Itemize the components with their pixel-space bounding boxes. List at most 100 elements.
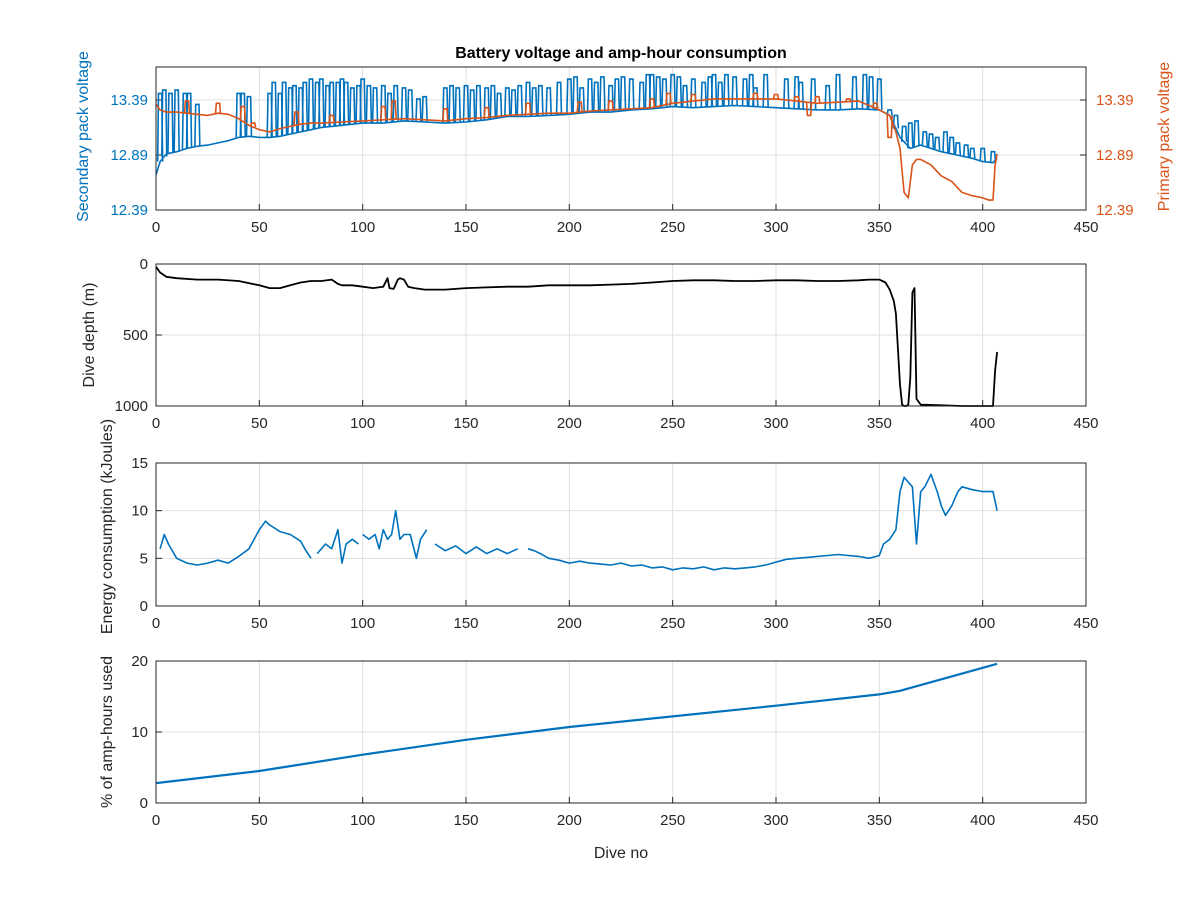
primary-voltage-spike [814,95,821,104]
primary-voltage-spike [239,105,247,122]
energy-consumption-line [434,543,519,555]
secondary-voltage-spike [504,87,511,117]
x-tick-label: 450 [1073,219,1098,236]
secondary-voltage-spike [495,92,503,118]
secondary-voltage-spike [301,81,309,132]
primary-voltage-spike [442,108,449,121]
right-y-tick-label: 12.89 [1096,147,1134,164]
primary-voltage-spike [772,93,780,100]
secondary-voltage-spike [613,78,621,112]
x-tick-label: 250 [660,615,685,632]
energy-consumption-line [362,509,428,560]
x-tick-label: 350 [867,812,892,829]
axes-frame [155,263,1087,407]
y-tick-label: 0 [140,598,148,615]
secondary-voltage-spike [167,92,174,154]
secondary-voltage-spike [307,78,315,130]
primary-voltage-spike [380,105,387,120]
energy-consumption-line [159,520,312,566]
secondary-voltage-spike [913,120,920,147]
secondary-voltage-spike [638,81,645,110]
x-axis-label: Dive no [594,845,648,862]
primary-voltage-spike [805,102,813,117]
primary-voltage-spike [183,100,191,114]
secondary-voltage-spike [690,78,697,108]
primary-voltage-line [155,98,998,201]
secondary-voltage-spike [933,136,941,151]
secondary-voltage-line [155,104,998,176]
x-tick-label: 50 [251,219,268,236]
depth-axes: 0 50 100 150 200 250 300 350 400 450 0 500 1000 Dive … [81,256,1099,432]
primary-voltage-spike [871,102,879,109]
secondary-voltage-spike [741,78,749,107]
secondary-voltage-spike [572,76,579,114]
energy-axes: 0 50 100 150 200 250 300 350 400 450 0 5 10 15 Energy … [99,419,1099,634]
y-axis-label: Energy consumption (kJoules) [99,419,116,634]
secondary-voltage-spike [448,84,455,123]
x-tick-label: 0 [152,219,160,236]
primary-voltage-spike [328,114,335,123]
secondary-voltage-spike [989,150,997,163]
y-tick-label: 1000 [115,398,148,415]
secondary-voltage-spike [700,81,707,108]
secondary-voltage-spike [349,87,356,125]
secondary-voltage-spike [834,73,842,110]
voltage-axes: 0 50 100 150 200 250 300 350 400 45012.3912.8913.… [75,51,1173,236]
x-tick-label: 450 [1073,615,1098,632]
secondary-voltage-spike [545,87,552,116]
y-tick-label: 5 [140,550,148,567]
energy-consumption-line [527,473,998,571]
primary-voltage-spike [249,122,257,128]
secondary-voltage-spike [921,131,929,147]
y-tick-label: 500 [123,327,148,344]
primary-voltage-spike [793,95,800,102]
x-tick-label: 50 [251,415,268,432]
right-y-tick-label: 13.39 [1096,92,1134,109]
secondary-voltage-spike [723,73,730,106]
y-tick-label: 12.89 [110,147,148,164]
x-tick-label: 400 [970,219,995,236]
secondary-voltage-spike [194,103,201,147]
secondary-voltage-spike [900,125,908,142]
secondary-voltage-spike [592,81,600,113]
primary-voltage-spike [293,111,300,126]
x-tick-label: 100 [350,812,375,829]
secondary-voltage-spike [648,73,656,109]
secondary-voltage-spike [607,84,614,113]
secondary-voltage-spike [406,89,414,122]
x-tick-label: 200 [557,615,582,632]
secondary-voltage-spike [160,89,168,157]
secondary-voltage-spike [185,92,193,148]
secondary-voltage-spike [510,89,517,117]
x-tick-label: 300 [763,219,788,236]
y-tick-label: 13.39 [110,92,148,109]
secondary-voltage-spike [962,144,970,158]
x-tick-label: 150 [453,219,478,236]
secondary-voltage-spike [359,78,366,124]
x-tick-label: 100 [350,219,375,236]
secondary-voltage-spike [392,84,400,122]
secondary-voltage-spike [415,98,422,122]
axes-frame [155,660,1087,804]
secondary-voltage-spike [948,136,955,154]
secondary-voltage-spike [969,147,976,159]
primary-voltage-spike [576,101,583,113]
secondary-voltage-spike [942,131,949,153]
secondary-voltage-spike [675,76,683,107]
secondary-voltage-spike [566,78,573,115]
x-tick-label: 300 [763,415,788,432]
secondary-voltage-spike [824,84,831,110]
x-tick-label: 350 [867,219,892,236]
secondary-voltage-spike [483,87,490,120]
secondary-voltage-spike [876,78,883,110]
x-tick-label: 150 [453,415,478,432]
x-tick-label: 0 [152,615,160,632]
y-tick-label: 15 [131,455,148,472]
primary-voltage-spike [483,106,490,118]
secondary-voltage-spike [421,95,428,123]
secondary-voltage-spike [851,76,858,110]
secondary-voltage-spike [291,84,298,134]
secondary-voltage-spike [892,114,900,129]
secondary-voltage-spike [380,84,387,124]
